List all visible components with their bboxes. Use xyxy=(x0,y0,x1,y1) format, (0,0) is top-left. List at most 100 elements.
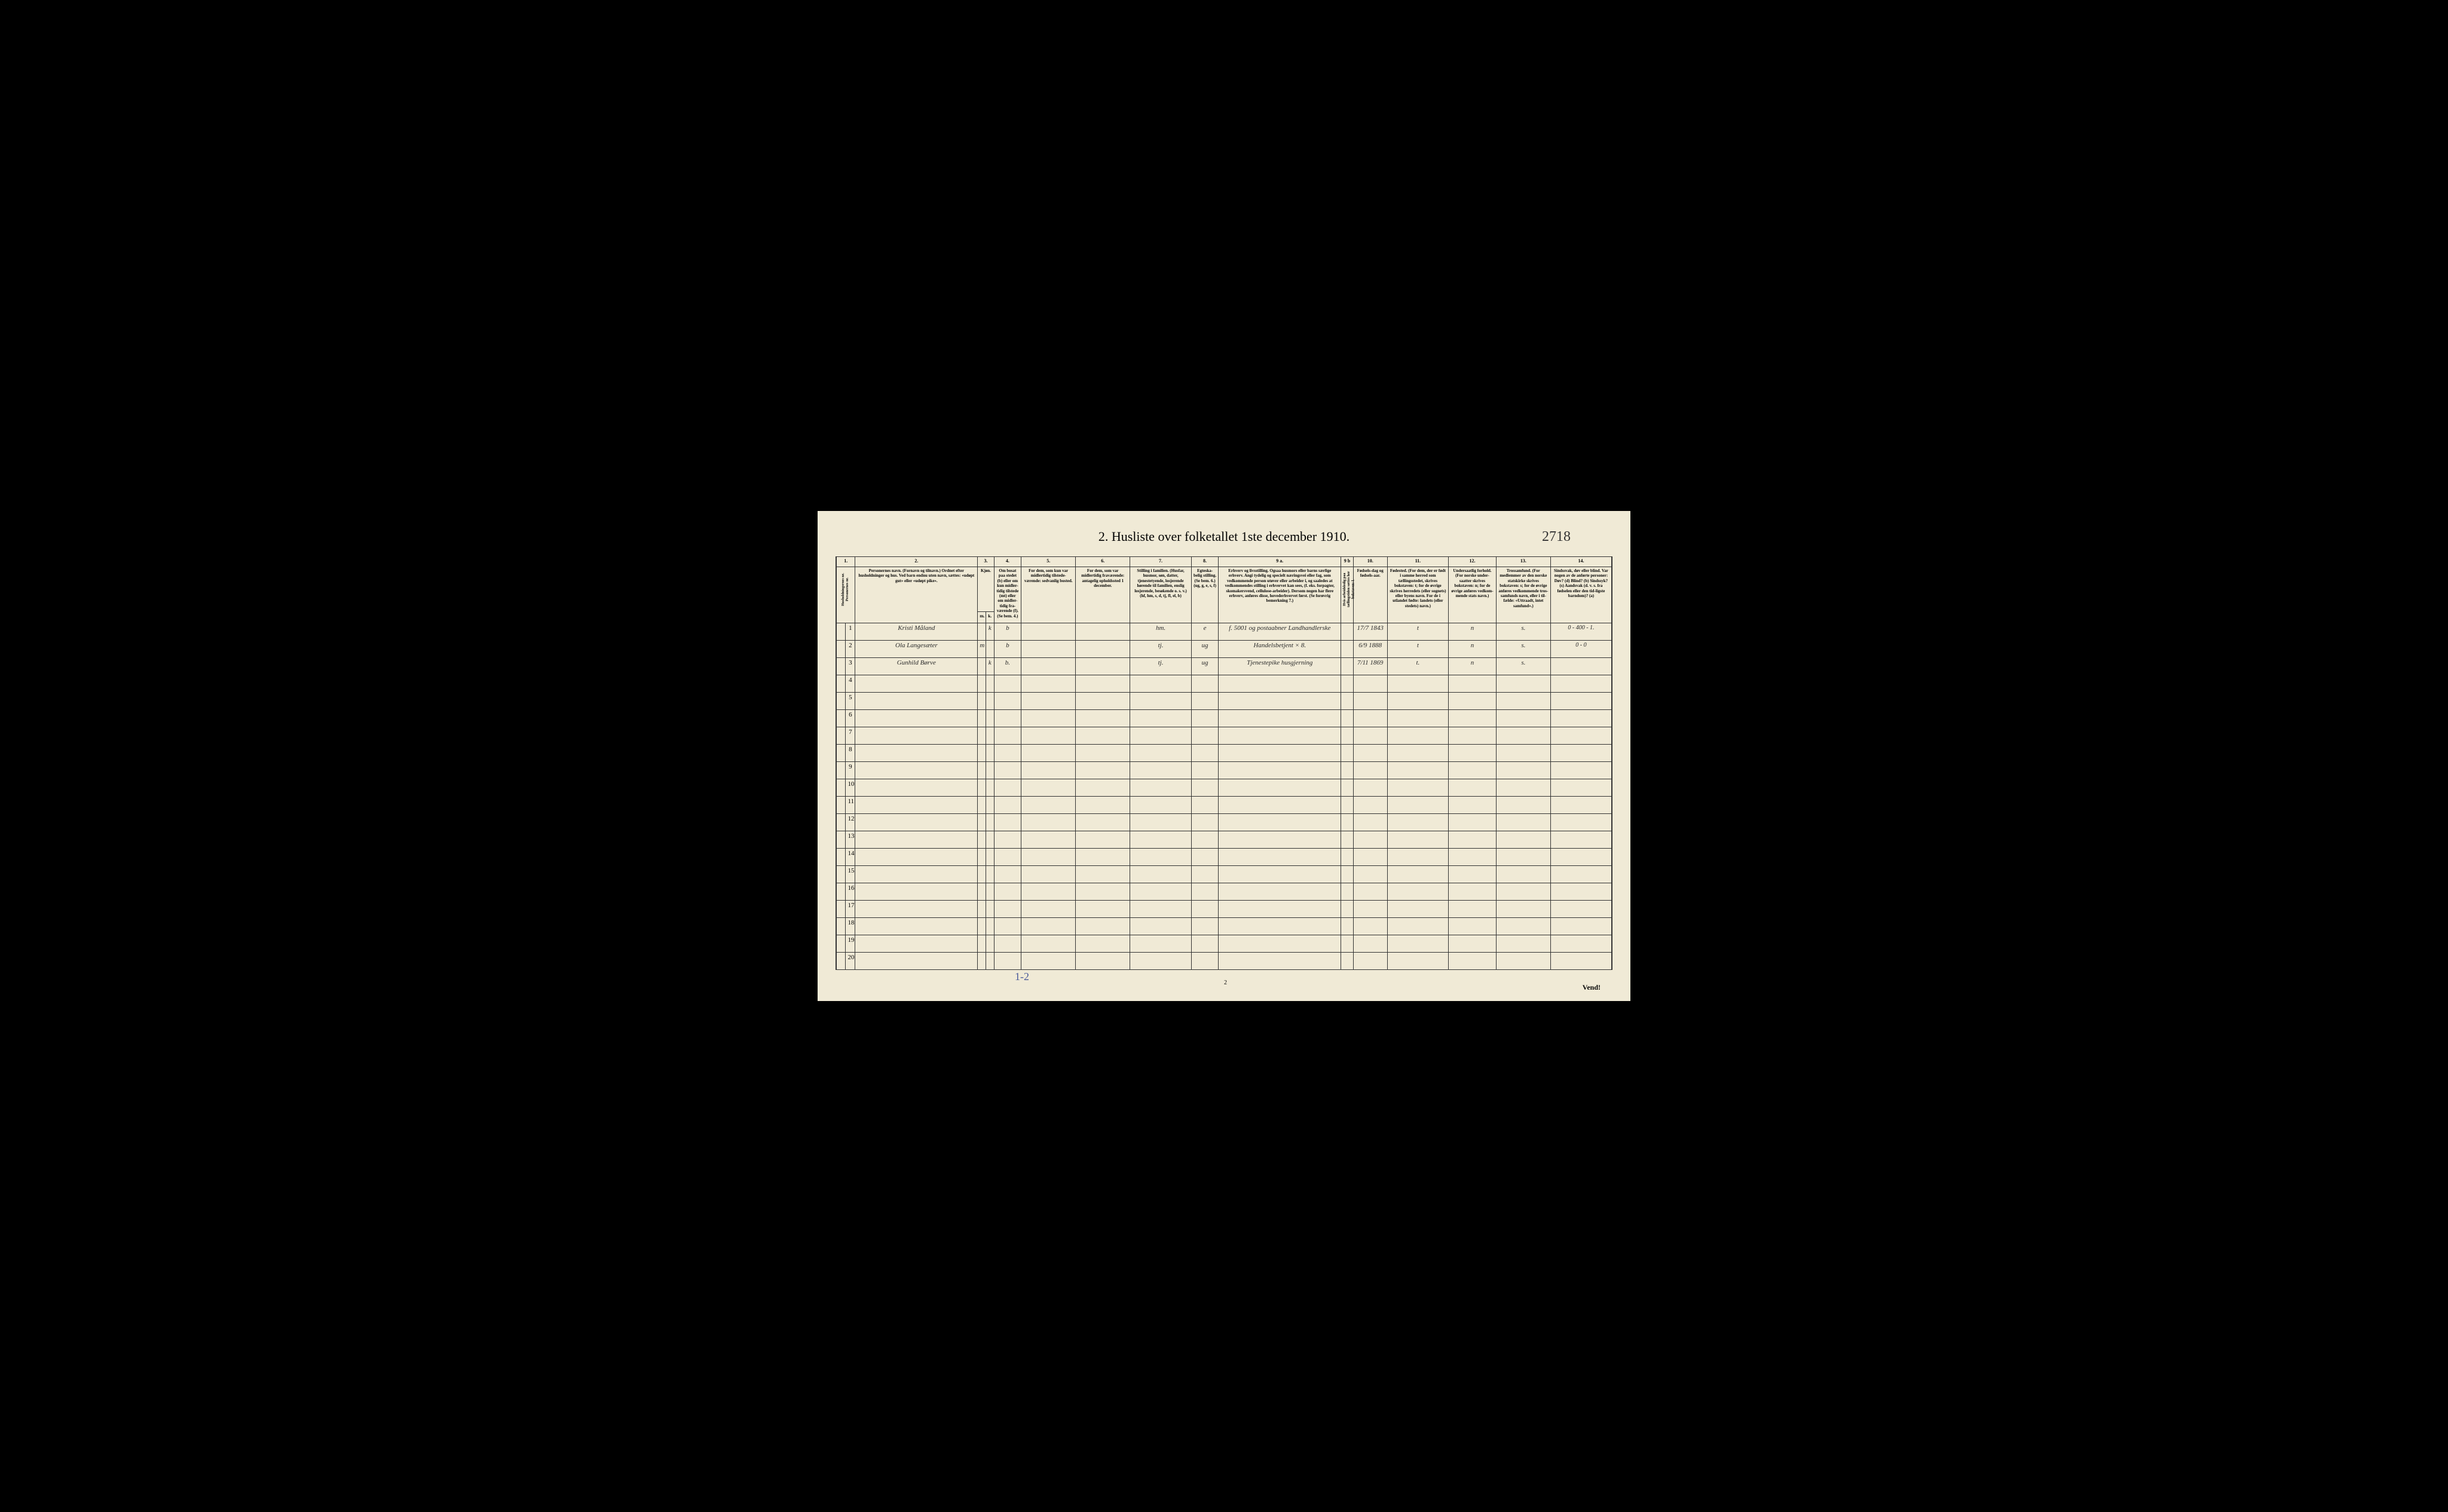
name-cell: Kristi Måland xyxy=(855,623,978,641)
table-body: 1 Kristi Måland k b hm. e f. 5001 og pos… xyxy=(836,623,1612,970)
household-num xyxy=(836,953,846,970)
person-num: 13 xyxy=(846,831,855,849)
c5-cell xyxy=(1021,831,1076,849)
egte xyxy=(1191,935,1219,953)
c9b-cell xyxy=(1341,866,1353,883)
table-row: 18 xyxy=(836,918,1612,935)
bosat xyxy=(994,745,1021,762)
stilling xyxy=(1130,883,1191,901)
c5-cell xyxy=(1021,849,1076,866)
table-row: 5 xyxy=(836,693,1612,710)
egte xyxy=(1191,762,1219,779)
sinds xyxy=(1550,918,1612,935)
table-row: 7 xyxy=(836,727,1612,745)
bosat xyxy=(994,935,1021,953)
sinds xyxy=(1550,953,1612,970)
c6-cell xyxy=(1076,693,1130,710)
sex-m xyxy=(978,814,986,831)
under: n xyxy=(1449,641,1497,658)
fodsel xyxy=(1353,762,1387,779)
tros xyxy=(1496,918,1550,935)
c5-cell xyxy=(1021,866,1076,883)
c6-cell xyxy=(1076,762,1130,779)
person-num: 3 xyxy=(846,658,855,675)
c6-cell xyxy=(1076,641,1130,658)
erhverv: Handelsbetjent × 8. xyxy=(1219,641,1341,658)
c9b-cell xyxy=(1341,658,1353,675)
col-num-4: 4. xyxy=(994,557,1021,567)
egte xyxy=(1191,710,1219,727)
c6-cell xyxy=(1076,658,1130,675)
fodsel xyxy=(1353,797,1387,814)
header-k: k. xyxy=(986,612,994,623)
under xyxy=(1449,849,1497,866)
c6-cell xyxy=(1076,814,1130,831)
table-row: 13 xyxy=(836,831,1612,849)
c5-cell xyxy=(1021,883,1076,901)
c5-cell xyxy=(1021,745,1076,762)
table-row: 2 Ola Langesæter m b tj. ug Handelsbetje… xyxy=(836,641,1612,658)
erhverv xyxy=(1219,849,1341,866)
name-cell xyxy=(855,883,978,901)
sex-m xyxy=(978,797,986,814)
table-row: 6 xyxy=(836,710,1612,727)
c6-cell xyxy=(1076,849,1130,866)
sex-m xyxy=(978,779,986,797)
fodested: t. xyxy=(1387,658,1448,675)
c6-cell xyxy=(1076,727,1130,745)
header-9a: Erhverv og livsstilling. Ogsaa husmors e… xyxy=(1219,567,1341,623)
c6-cell xyxy=(1076,953,1130,970)
household-num xyxy=(836,866,846,883)
stilling xyxy=(1130,797,1191,814)
fodsel xyxy=(1353,727,1387,745)
c5-cell xyxy=(1021,935,1076,953)
fodested xyxy=(1387,849,1448,866)
sex-m xyxy=(978,693,986,710)
under xyxy=(1449,814,1497,831)
erhverv xyxy=(1219,866,1341,883)
sex-m xyxy=(978,745,986,762)
bosat xyxy=(994,710,1021,727)
name-cell xyxy=(855,814,978,831)
fodsel xyxy=(1353,918,1387,935)
census-table: 1. 2. 3. 4. 5. 6. 7. 8. 9 a. 9 b 10. 11.… xyxy=(836,556,1612,970)
bosat xyxy=(994,727,1021,745)
person-num: 9 xyxy=(846,762,855,779)
table-row: 14 xyxy=(836,849,1612,866)
sinds xyxy=(1550,883,1612,901)
table-row: 1 Kristi Måland k b hm. e f. 5001 og pos… xyxy=(836,623,1612,641)
sex-k xyxy=(986,779,994,797)
bosat xyxy=(994,918,1021,935)
c5-cell xyxy=(1021,797,1076,814)
c9b-cell xyxy=(1341,675,1353,693)
under: n xyxy=(1449,658,1497,675)
sinds xyxy=(1550,866,1612,883)
household-num xyxy=(836,883,846,901)
fodested: t xyxy=(1387,623,1448,641)
c9b-cell xyxy=(1341,849,1353,866)
sex-k xyxy=(986,883,994,901)
tros xyxy=(1496,849,1550,866)
header-11: Fødested. (For dem, der er født i samme … xyxy=(1387,567,1448,623)
stilling xyxy=(1130,727,1191,745)
col-num-13: 13. xyxy=(1496,557,1550,567)
household-num xyxy=(836,745,846,762)
bosat xyxy=(994,883,1021,901)
header-8: Egteska-belig stilling. (Se bem. 6.) (ug… xyxy=(1191,567,1219,623)
c6-cell xyxy=(1076,831,1130,849)
sex-m xyxy=(978,866,986,883)
person-num: 19 xyxy=(846,935,855,953)
egte xyxy=(1191,675,1219,693)
name-cell xyxy=(855,693,978,710)
tros xyxy=(1496,693,1550,710)
c6-cell xyxy=(1076,745,1130,762)
name-cell xyxy=(855,710,978,727)
under xyxy=(1449,675,1497,693)
person-num: 15 xyxy=(846,866,855,883)
erhverv xyxy=(1219,710,1341,727)
c5-cell xyxy=(1021,901,1076,918)
tros xyxy=(1496,710,1550,727)
under xyxy=(1449,953,1497,970)
header-m: m. xyxy=(978,612,986,623)
sex-k xyxy=(986,935,994,953)
